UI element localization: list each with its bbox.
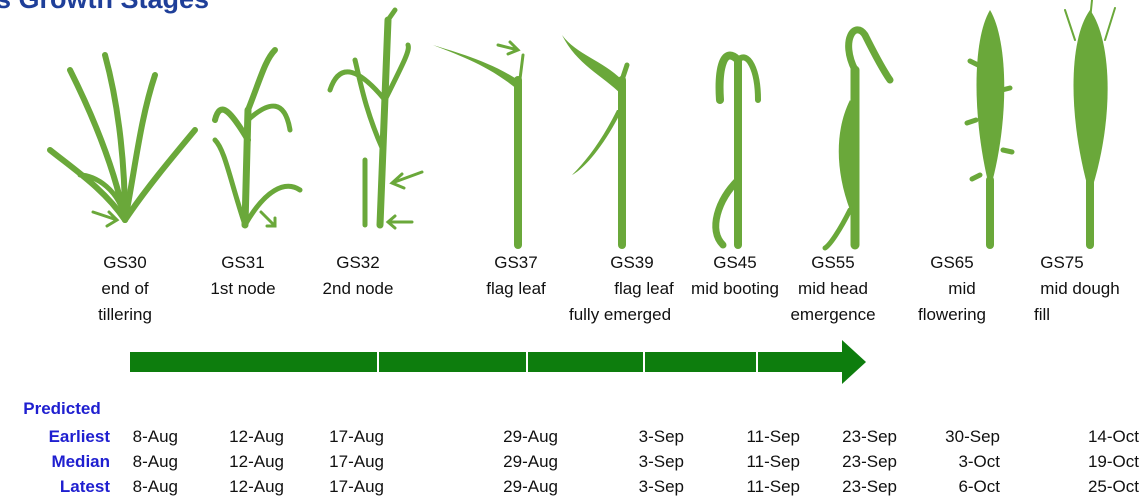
date-cell: 14-Oct: [1088, 427, 1139, 446]
date-cell: 23-Sep: [842, 452, 897, 471]
date-cell: 25-Oct: [1088, 477, 1139, 496]
stage-description: tillering: [98, 305, 152, 324]
timeline-arrow: [130, 340, 866, 384]
date-cell: 29-Aug: [503, 427, 558, 446]
stage-code: GS39: [610, 253, 653, 272]
date-cell: 11-Sep: [746, 427, 800, 446]
stage-code: GS32: [336, 253, 379, 272]
date-cell: 3-Sep: [639, 452, 684, 471]
date-cell: 11-Sep: [746, 477, 800, 496]
stage-description: end of: [101, 279, 149, 298]
stage-code: GS37: [494, 253, 537, 272]
row-label: Median: [51, 452, 110, 471]
dates-heading: Predicted: [23, 399, 100, 418]
stage-description: fill: [1034, 305, 1050, 324]
stage-description: flowering: [918, 305, 986, 324]
date-cell: 12-Aug: [229, 477, 284, 496]
date-cell: 8-Aug: [133, 477, 178, 496]
date-cell: 11-Sep: [746, 452, 800, 471]
stage-code: GS65: [930, 253, 973, 272]
date-cell: 3-Sep: [639, 477, 684, 496]
date-cell: 17-Aug: [329, 427, 384, 446]
date-cell: 23-Sep: [842, 477, 897, 496]
date-cell: 17-Aug: [329, 477, 384, 496]
stage-code: GS31: [221, 253, 264, 272]
date-cell: 3-Sep: [639, 427, 684, 446]
date-cell: 8-Aug: [133, 452, 178, 471]
date-cell: 30-Sep: [945, 427, 1000, 446]
stage-description: mid booting: [691, 279, 779, 298]
date-cell: 8-Aug: [133, 427, 178, 446]
row-label: Earliest: [49, 427, 111, 446]
stage-description: flag leaf: [486, 279, 546, 298]
stage-description: emergence: [790, 305, 875, 324]
stage-description: mid: [948, 279, 975, 298]
date-cell: 19-Oct: [1088, 452, 1139, 471]
date-cell: 6-Oct: [958, 477, 1000, 496]
stage-code: GS75: [1040, 253, 1083, 272]
stage-description: mid dough: [1040, 279, 1119, 298]
date-cell: 23-Sep: [842, 427, 897, 446]
stage-description: fully emerged: [569, 305, 671, 324]
stage-code: GS55: [811, 253, 854, 272]
stage-description: flag leaf: [614, 279, 674, 298]
date-cell: 29-Aug: [503, 452, 558, 471]
dates-table: Earliest 8-Aug 12-Aug 17-Aug 29-Aug 3-Sep 11-S…: [49, 427, 1140, 496]
stage-description: 2nd node: [323, 279, 394, 298]
date-cell: 3-Oct: [958, 452, 1000, 471]
date-cell: 29-Aug: [503, 477, 558, 496]
date-cell: 12-Aug: [229, 452, 284, 471]
page: s Growth Stages: [0, 0, 1146, 503]
stage-code: GS30: [103, 253, 146, 272]
date-cell: 17-Aug: [329, 452, 384, 471]
stage-labels: GS30 end of tillering GS31 1st node GS32 2nd n…: [98, 253, 1120, 324]
plant-illustrations: [50, 0, 1115, 248]
stage-description: mid head: [798, 279, 868, 298]
date-cell: 12-Aug: [229, 427, 284, 446]
row-label: Latest: [60, 477, 110, 496]
page-title: s Growth Stages: [0, 0, 209, 14]
stage-description: 1st node: [210, 279, 275, 298]
stage-code: GS45: [713, 253, 756, 272]
